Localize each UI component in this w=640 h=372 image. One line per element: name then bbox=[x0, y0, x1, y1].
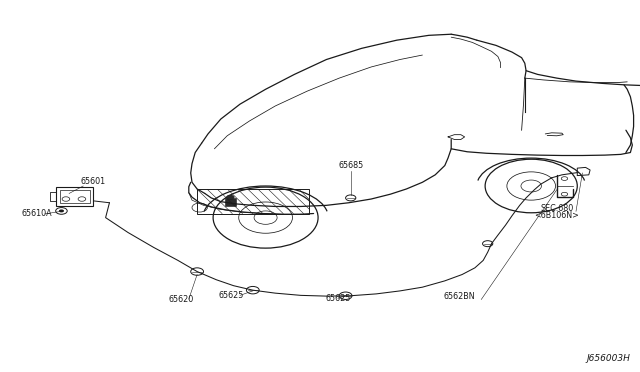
Text: 6562BN: 6562BN bbox=[444, 292, 476, 301]
Text: 65625: 65625 bbox=[219, 291, 244, 300]
Text: J656003H: J656003H bbox=[586, 354, 630, 363]
Text: 65625: 65625 bbox=[325, 294, 351, 303]
Text: 65620: 65620 bbox=[168, 295, 194, 304]
Circle shape bbox=[227, 195, 234, 199]
Text: SEC.680: SEC.680 bbox=[540, 204, 573, 213]
Bar bbox=[60, 190, 90, 203]
Text: 65601: 65601 bbox=[80, 177, 106, 186]
Bar bbox=[56, 187, 93, 206]
Text: 65610A: 65610A bbox=[22, 209, 52, 218]
Circle shape bbox=[59, 209, 64, 212]
Text: 65685: 65685 bbox=[338, 161, 364, 170]
Bar bbox=[197, 189, 309, 214]
Text: <6B106N>: <6B106N> bbox=[534, 211, 579, 219]
Bar bbox=[225, 198, 236, 206]
